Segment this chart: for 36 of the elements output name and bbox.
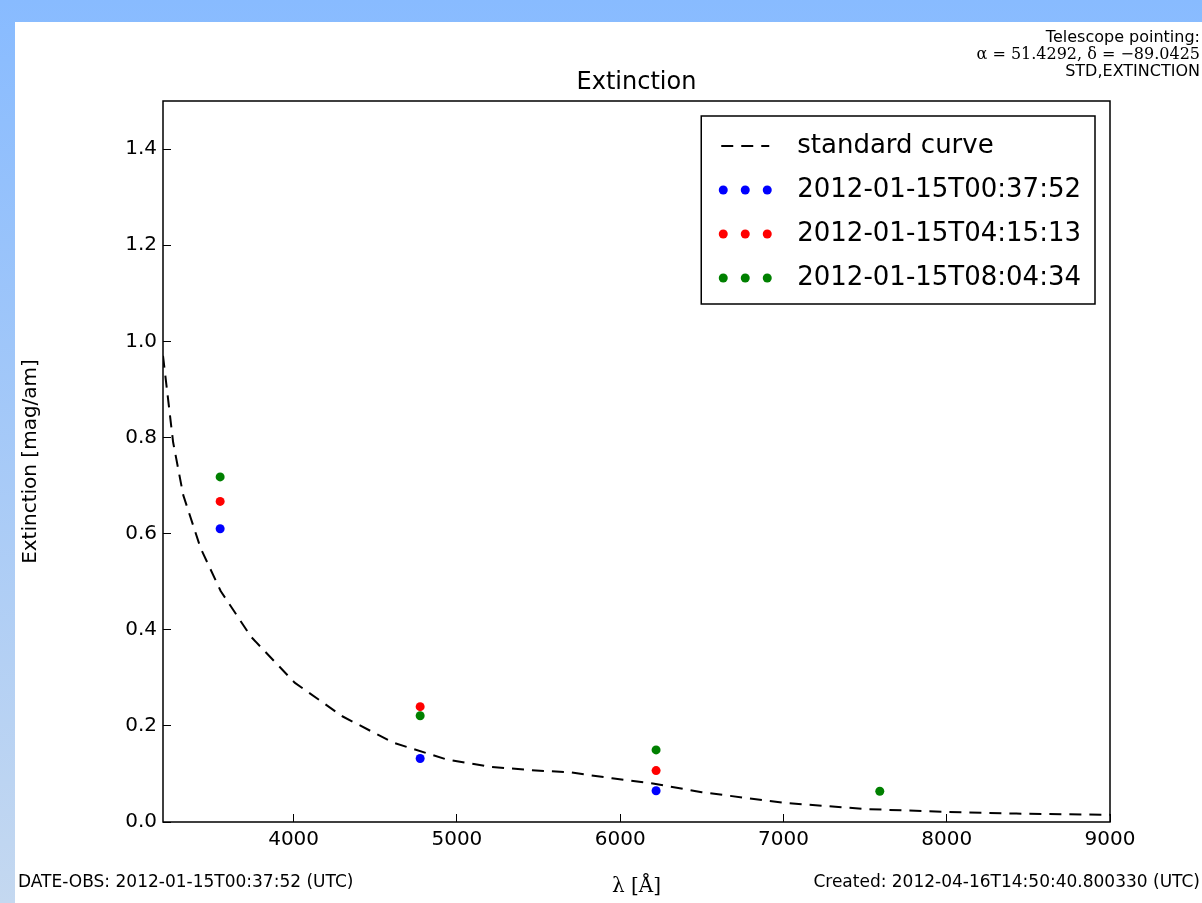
point <box>651 766 661 776</box>
text: DATE-OBS: 2012-01-15T00:37:52 (UTC) <box>18 871 354 891</box>
point <box>215 524 225 534</box>
y-tick-label: 0.2 <box>125 712 157 737</box>
text: Telescope pointing: <box>1045 27 1200 46</box>
x-axis-title: λ [Å] <box>611 872 662 898</box>
point <box>215 472 225 482</box>
legend-label: 2012-01-15T08:04:34 <box>797 260 1082 291</box>
y-tick-label: 0.0 <box>125 808 157 833</box>
y-tick-label: 0.6 <box>125 519 157 544</box>
point <box>415 702 425 712</box>
point <box>875 786 885 796</box>
text: Created: 2012-04-16T14:50:40.800330 (UTC) <box>813 871 1200 891</box>
y-axis-title: Extinction [mag/am] <box>17 359 42 564</box>
y-tick-label: 1.4 <box>125 135 157 160</box>
text: α = 51.4292, δ = −89.0425 <box>976 44 1200 63</box>
y-tick-label: 1.0 <box>125 327 157 352</box>
chart-title: Extinction <box>576 67 697 96</box>
x-tick-label: 5000 <box>431 826 483 851</box>
x-tick-label: 9000 <box>1084 826 1136 851</box>
point <box>415 711 425 721</box>
x-tick-label: 6000 <box>594 826 646 851</box>
x-tick-label: 4000 <box>268 826 320 851</box>
text: STD,EXTINCTION <box>1064 61 1200 80</box>
point <box>415 754 425 764</box>
point <box>215 496 225 506</box>
y-tick-label: 0.8 <box>125 423 157 448</box>
legend-label: 2012-01-15T00:37:52 <box>797 172 1082 203</box>
legend-label: standard curve <box>797 128 994 159</box>
point <box>651 745 661 755</box>
y-tick-label: 1.2 <box>125 231 157 256</box>
y-tick-label: 0.4 <box>125 615 157 640</box>
x-tick-label: 7000 <box>758 826 809 851</box>
point <box>651 786 661 796</box>
legend-label: 2012-01-15T04:15:13 <box>797 216 1082 247</box>
x-tick-label: 8000 <box>921 826 973 851</box>
